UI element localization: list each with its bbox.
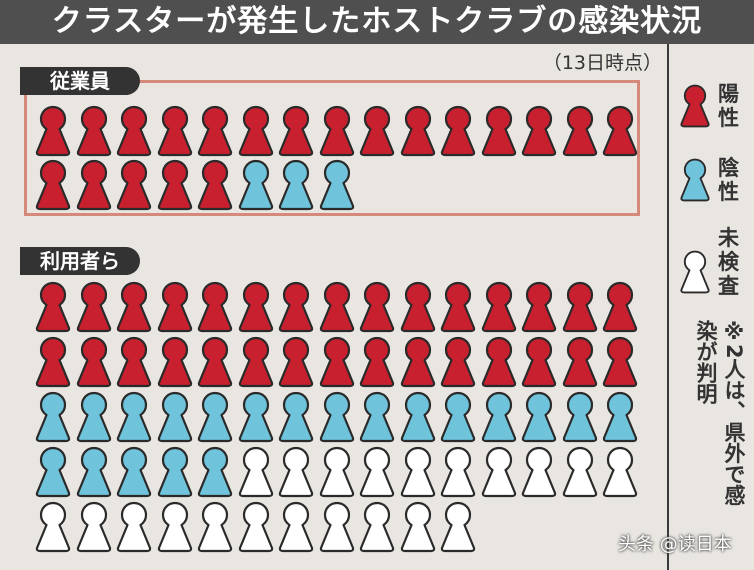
legend-negative: 陰性 xyxy=(678,156,748,216)
person-untested-icon xyxy=(197,501,233,553)
person-untested-icon xyxy=(116,501,152,553)
person-positive-icon xyxy=(602,281,638,333)
person-figure-icon xyxy=(680,158,710,202)
person-negative-icon xyxy=(35,446,71,498)
page-title: クラスターが発生したホストクラブの感染状況 xyxy=(0,0,754,44)
person-untested-icon xyxy=(400,446,435,498)
person-negative-icon xyxy=(197,446,233,498)
person-positive-icon xyxy=(116,281,152,333)
person-positive-icon xyxy=(238,281,273,333)
person-positive-icon xyxy=(76,336,111,388)
person-untested-icon xyxy=(400,501,435,553)
person-negative-icon xyxy=(440,391,476,443)
staff-frame xyxy=(24,80,640,216)
person-positive-icon xyxy=(197,336,233,388)
person-negative-icon xyxy=(562,391,597,443)
person-positive-icon xyxy=(400,281,435,333)
person-positive-icon xyxy=(157,336,192,388)
person-positive-icon xyxy=(521,336,557,388)
person-untested-icon xyxy=(359,501,395,553)
person-untested-icon xyxy=(440,501,476,553)
person-untested-icon xyxy=(35,501,71,553)
person-negative-icon xyxy=(76,446,111,498)
person-negative-icon xyxy=(197,391,233,443)
person-positive-icon xyxy=(440,281,476,333)
person-negative-icon xyxy=(116,446,152,498)
person-untested-icon xyxy=(238,501,273,553)
person-positive-icon xyxy=(359,336,395,388)
person-untested-icon xyxy=(602,446,638,498)
as-of-date: （13日時点） xyxy=(542,52,662,74)
person-untested-icon xyxy=(238,446,273,498)
person-positive-icon xyxy=(238,336,273,388)
person-positive-icon xyxy=(278,336,314,388)
person-negative-icon xyxy=(35,391,71,443)
person-negative-icon xyxy=(319,391,354,443)
person-untested-icon xyxy=(157,501,192,553)
person-untested-icon xyxy=(76,501,111,553)
legend-positive: 陽性 xyxy=(678,82,748,142)
person-figure-icon xyxy=(680,84,710,128)
person-positive-icon xyxy=(481,336,516,388)
person-negative-icon xyxy=(238,391,273,443)
person-untested-icon xyxy=(562,446,597,498)
person-untested-icon xyxy=(481,446,516,498)
person-positive-icon xyxy=(319,336,354,388)
person-negative-icon xyxy=(521,391,557,443)
person-positive-icon xyxy=(359,281,395,333)
person-positive-icon xyxy=(197,281,233,333)
person-positive-icon xyxy=(35,281,71,333)
person-positive-icon xyxy=(440,336,476,388)
footnote: ※2人は、県外で感染が判明 xyxy=(694,320,746,506)
legend-divider xyxy=(667,44,669,570)
person-positive-icon xyxy=(278,281,314,333)
person-negative-icon xyxy=(400,391,435,443)
person-positive-icon xyxy=(157,281,192,333)
legend-label: 陽性 xyxy=(718,82,739,130)
person-negative-icon xyxy=(157,446,192,498)
person-positive-icon xyxy=(521,281,557,333)
legend-label: 未検査 xyxy=(718,226,739,298)
watermark: 头条 @读日本 xyxy=(618,534,732,555)
person-untested-icon xyxy=(521,446,557,498)
section-label-users: 利用者ら xyxy=(20,247,140,275)
person-positive-icon xyxy=(602,336,638,388)
person-negative-icon xyxy=(602,391,638,443)
legend-untested: 未検査 xyxy=(678,226,748,304)
person-positive-icon xyxy=(76,281,111,333)
person-negative-icon xyxy=(116,391,152,443)
person-negative-icon xyxy=(76,391,111,443)
person-untested-icon xyxy=(278,446,314,498)
person-positive-icon xyxy=(319,281,354,333)
person-positive-icon xyxy=(562,281,597,333)
person-untested-icon xyxy=(278,501,314,553)
person-positive-icon xyxy=(35,336,71,388)
person-negative-icon xyxy=(278,391,314,443)
person-negative-icon xyxy=(359,391,395,443)
person-untested-icon xyxy=(440,446,476,498)
person-positive-icon xyxy=(562,336,597,388)
person-positive-icon xyxy=(481,281,516,333)
person-positive-icon xyxy=(116,336,152,388)
person-untested-icon xyxy=(359,446,395,498)
person-positive-icon xyxy=(400,336,435,388)
person-negative-icon xyxy=(157,391,192,443)
person-untested-icon xyxy=(319,446,354,498)
person-untested-icon xyxy=(319,501,354,553)
person-figure-icon xyxy=(680,250,710,294)
person-negative-icon xyxy=(481,391,516,443)
section-label-staff: 従業員 xyxy=(20,67,140,95)
legend-label: 陰性 xyxy=(718,156,739,204)
